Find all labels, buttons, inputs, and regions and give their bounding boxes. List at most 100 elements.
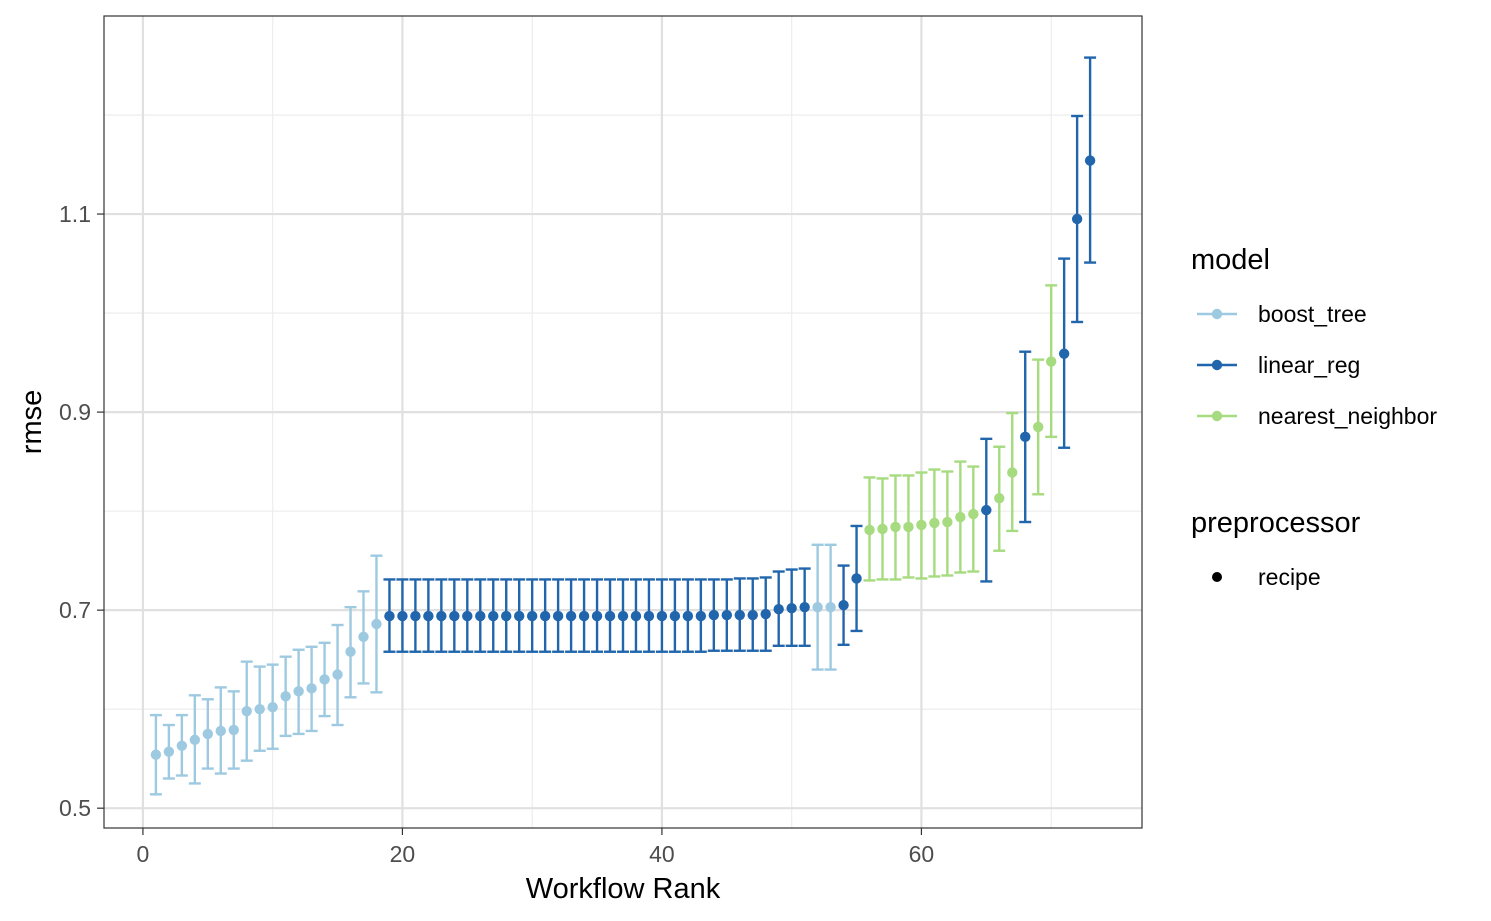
point-linear_reg — [721, 609, 732, 621]
legend-key-point — [1211, 308, 1223, 320]
point-linear_reg — [656, 610, 668, 622]
point-boost_tree — [280, 691, 291, 702]
point-boost_tree — [345, 646, 356, 657]
point-linear_reg — [786, 602, 797, 614]
point-nearest_neighbor — [1045, 356, 1057, 367]
legend-label-boost_tree: boost_tree — [1258, 301, 1367, 327]
point-linear_reg — [410, 610, 421, 622]
point-linear_reg — [695, 610, 707, 622]
y-tick-label: 0.9 — [59, 399, 91, 425]
legend-model-items: boost_tree linear_reg nearest_neighbor — [1197, 301, 1437, 429]
point-linear_reg — [760, 608, 771, 620]
point-boost_tree — [812, 601, 823, 613]
point-nearest_neighbor — [994, 493, 1005, 504]
point-linear_reg — [669, 610, 681, 622]
point-boost_tree — [150, 749, 162, 760]
x-tick-label: 20 — [390, 841, 416, 867]
point-linear_reg — [981, 504, 992, 516]
y-tick-label: 1.1 — [59, 201, 91, 227]
point-linear_reg — [643, 610, 655, 622]
legend-key-point — [1211, 410, 1223, 422]
point-linear_reg — [539, 610, 551, 622]
point-linear_reg — [1020, 431, 1031, 443]
point-boost_tree — [202, 728, 213, 740]
legend-key-point — [1211, 359, 1223, 371]
y-tick-label: 0.7 — [59, 597, 91, 623]
point-boost_tree — [215, 725, 226, 737]
point-linear_reg — [384, 610, 395, 622]
point-linear_reg — [630, 610, 642, 622]
point-linear_reg — [501, 610, 512, 622]
point-boost_tree — [241, 705, 252, 717]
legend-title-preprocessor: preprocessor — [1191, 507, 1361, 539]
point-linear_reg — [462, 610, 473, 622]
legend-title-model: model — [1191, 244, 1270, 276]
point-boost_tree — [332, 669, 343, 680]
y-axis-title: rmse — [16, 390, 48, 454]
point-linear_reg — [851, 573, 862, 584]
y-axis: 0.5 0.7 0.9 1.1 — [59, 201, 104, 821]
point-nearest_neighbor — [916, 519, 927, 531]
point-nearest_neighbor — [877, 523, 888, 535]
point-linear_reg — [565, 610, 577, 622]
point-linear_reg — [397, 610, 408, 622]
y-tick-label: 0.5 — [59, 795, 91, 821]
legend-label-linear_reg: linear_reg — [1258, 352, 1360, 378]
x-tick-label: 40 — [649, 841, 675, 867]
point-linear_reg — [449, 610, 460, 622]
x-tick-label: 60 — [909, 841, 935, 867]
point-linear_reg — [838, 599, 849, 611]
point-linear_reg — [682, 610, 694, 622]
x-axis-title: Workflow Rank — [526, 873, 721, 905]
point-nearest_neighbor — [890, 521, 901, 533]
point-nearest_neighbor — [1007, 467, 1018, 478]
data-points — [150, 155, 1096, 760]
point-boost_tree — [189, 734, 201, 746]
point-nearest_neighbor — [955, 511, 966, 523]
point-boost_tree — [319, 674, 330, 685]
point-nearest_neighbor — [968, 508, 979, 520]
point-nearest_neighbor — [929, 517, 940, 529]
point-boost_tree — [293, 686, 304, 697]
point-nearest_neighbor — [864, 524, 875, 536]
legend-item-nearest_neighbor: nearest_neighbor — [1197, 403, 1437, 429]
point-linear_reg — [773, 603, 784, 615]
point-nearest_neighbor — [1033, 421, 1044, 433]
point-linear_reg — [734, 609, 745, 621]
point-boost_tree — [228, 724, 239, 736]
point-linear_reg — [1071, 213, 1083, 225]
legend-label-nearest_neighbor: nearest_neighbor — [1258, 403, 1437, 429]
point-boost_tree — [358, 631, 369, 643]
panel-background — [104, 16, 1142, 828]
point-linear_reg — [552, 610, 564, 622]
point-linear_reg — [747, 609, 758, 621]
point-linear_reg — [1058, 348, 1070, 359]
point-linear_reg — [526, 610, 538, 622]
point-linear_reg — [604, 610, 616, 622]
point-linear_reg — [475, 610, 486, 622]
point-boost_tree — [371, 618, 382, 630]
point-boost_tree — [825, 601, 836, 613]
point-linear_reg — [708, 609, 720, 621]
point-boost_tree — [163, 746, 175, 757]
legend-key-recipe — [1212, 572, 1222, 582]
point-boost_tree — [306, 683, 317, 694]
point-linear_reg — [423, 610, 434, 622]
legend-label-recipe: recipe — [1258, 564, 1321, 590]
point-boost_tree — [254, 703, 265, 715]
point-linear_reg — [488, 610, 499, 622]
x-tick-label: 0 — [137, 841, 150, 867]
legend: model boost_tree linear_reg nearest_neighb… — [1191, 244, 1437, 590]
point-linear_reg — [799, 601, 810, 613]
point-linear_reg — [591, 610, 603, 622]
point-linear_reg — [1084, 155, 1096, 166]
point-linear_reg — [578, 610, 590, 622]
legend-item-boost_tree: boost_tree — [1197, 301, 1367, 327]
panel-border — [103, 15, 1143, 829]
point-boost_tree — [267, 701, 278, 713]
point-boost_tree — [176, 740, 188, 752]
legend-item-linear_reg: linear_reg — [1197, 352, 1360, 378]
point-linear_reg — [514, 610, 525, 622]
point-linear_reg — [436, 610, 447, 622]
